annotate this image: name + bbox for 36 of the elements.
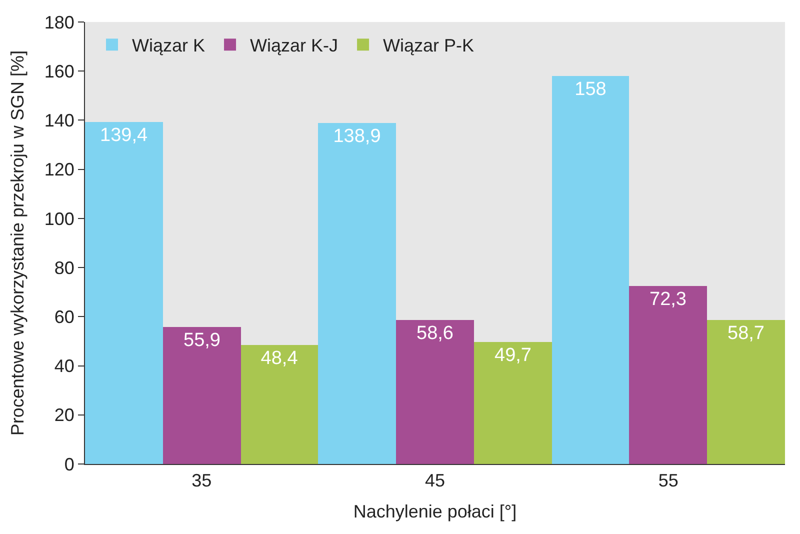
x-axis-title: Nachylenie połaci [°]: [353, 502, 517, 522]
y-tick-label: 140: [44, 110, 74, 131]
bar: [241, 345, 318, 464]
data-label: 158: [574, 79, 606, 100]
bar: [552, 76, 629, 464]
x-tick-label: 55: [658, 470, 678, 491]
bar: [163, 327, 241, 464]
data-label: 139,4: [100, 125, 148, 146]
y-tick-label: 20: [54, 405, 74, 426]
y-tick-label: 100: [44, 208, 74, 229]
data-label: 72,3: [650, 289, 686, 310]
data-label: 48,4: [260, 348, 298, 369]
data-label: 58,7: [728, 323, 764, 344]
bar: [318, 123, 396, 464]
y-tick-label: 120: [44, 160, 74, 180]
y-tick-label: 40: [54, 356, 74, 376]
data-label: 58,6: [416, 323, 454, 344]
data-label: 138,9: [333, 126, 381, 147]
data-label: 49,7: [494, 345, 532, 366]
bar: [707, 320, 785, 464]
bar: [629, 286, 707, 464]
y-tick-label: 80: [54, 258, 74, 278]
y-tick-label: 60: [54, 306, 74, 327]
x-tick-label: 35: [192, 470, 212, 491]
bar: [85, 122, 163, 464]
data-label: 55,9: [184, 330, 220, 351]
bar: [474, 342, 552, 464]
y-tick-label: 0: [64, 454, 74, 474]
x-tick-label: 45: [424, 470, 446, 491]
legend-label: Wiązar K: [132, 36, 206, 56]
bar: [396, 320, 474, 464]
y-axis-title: Procentowe wykorzystanie przekroju w SGN [%]: [8, 50, 28, 436]
legend-label: Wiązar K-J: [250, 36, 338, 56]
y-tick-label: 180: [44, 12, 74, 32]
legend-label: Wiązar P-K: [383, 36, 474, 56]
y-tick-label: 160: [44, 61, 74, 82]
